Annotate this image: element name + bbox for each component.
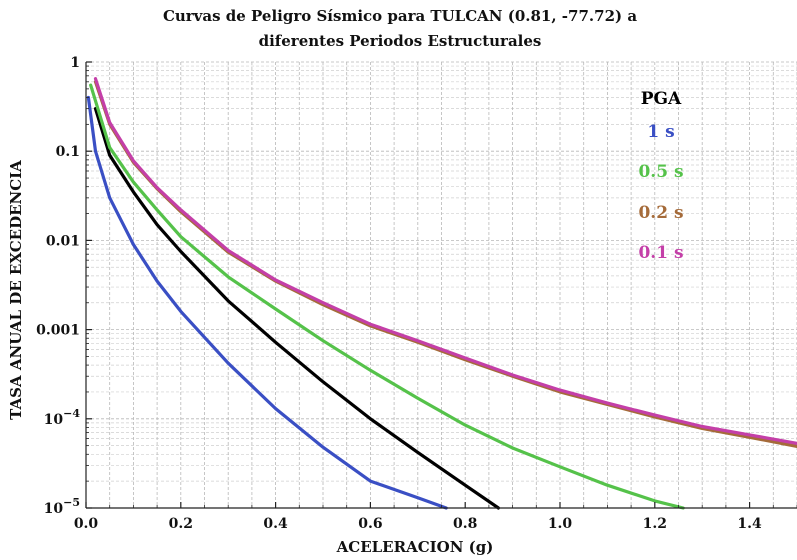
chart-title-line2: diferentes Periodos Estructurales — [259, 32, 542, 50]
legend-entry: 0.1 s — [638, 243, 683, 263]
y-tick-label: 0.001 — [36, 323, 80, 339]
series-line-0_5-s — [89, 83, 685, 510]
x-tick-label: 0.4 — [263, 516, 288, 532]
y-tick-label: 10−5 — [44, 496, 80, 517]
axes: 1 0.1 0.01 0.001 10−4 10−50.0 0.2 0.4 0.6 0.8 1.0 1… — [36, 55, 797, 532]
series-group — [86, 77, 797, 510]
y-tick-exponent: −5 — [63, 496, 80, 509]
y-tick-exponent: −4 — [63, 407, 80, 420]
y-tick-label: 10−4 — [44, 407, 81, 428]
y-tick-label: 1 — [70, 55, 80, 71]
legend-entry: 0.5 s — [638, 162, 683, 182]
y-tick-label: 0.01 — [46, 233, 80, 249]
series-line-PGA — [93, 107, 500, 510]
x-tick-label: 0.2 — [169, 516, 193, 532]
y-axis-label: TASA ANUAL DE EXCEDENCIA — [7, 160, 25, 420]
chart-title-line1: Curvas de Peligro Sísmico para TULCAN (0… — [163, 7, 637, 25]
legend-entry: 0.2 s — [638, 203, 683, 223]
legend: PGA 1 s 0.5 s 0.2 s 0.1 s — [638, 89, 683, 263]
y-tick-label: 0.1 — [56, 144, 80, 160]
x-axis-label: ACELERACION (g) — [336, 538, 494, 556]
grid — [86, 61, 797, 509]
x-tick-label: 1.2 — [643, 516, 667, 532]
series-line-0_1-s — [93, 77, 797, 445]
series-line-1-s — [86, 95, 448, 510]
x-tick-label: 1.0 — [548, 516, 573, 532]
x-tick-label: 0.0 — [74, 516, 99, 532]
legend-entry: 1 s — [647, 122, 674, 142]
x-tick-label: 1.4 — [737, 516, 762, 532]
legend-entry: PGA — [641, 89, 682, 109]
x-tick-label: 0.6 — [358, 516, 382, 532]
x-tick-label: 0.8 — [453, 516, 477, 532]
